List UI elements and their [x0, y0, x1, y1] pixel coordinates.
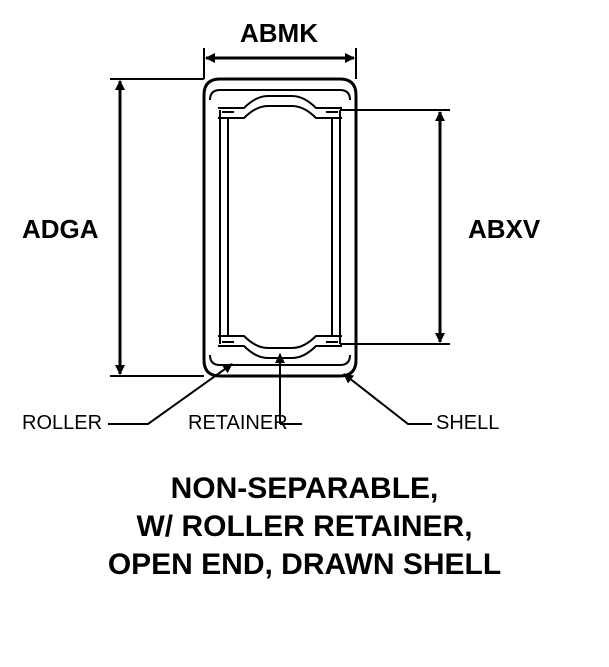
diagram-container: ABMK ADGA ABXV ROLLER RETAINER SHELL NON… [0, 0, 609, 667]
label-roller: ROLLER [22, 412, 102, 435]
label-retainer: RETAINER [188, 412, 288, 435]
shell-outline [204, 79, 356, 376]
title-line-2: W/ ROLLER RETAINER, [0, 510, 609, 544]
title-line-3: OPEN END, DRAWN SHELL [0, 548, 609, 582]
label-shell: SHELL [436, 412, 499, 435]
label-adga: ADGA [22, 214, 99, 245]
label-abmk: ABMK [240, 18, 318, 49]
callout-shell-leader [344, 374, 432, 424]
label-abxv: ABXV [468, 214, 540, 245]
title-line-1: NON-SEPARABLE, [0, 472, 609, 506]
